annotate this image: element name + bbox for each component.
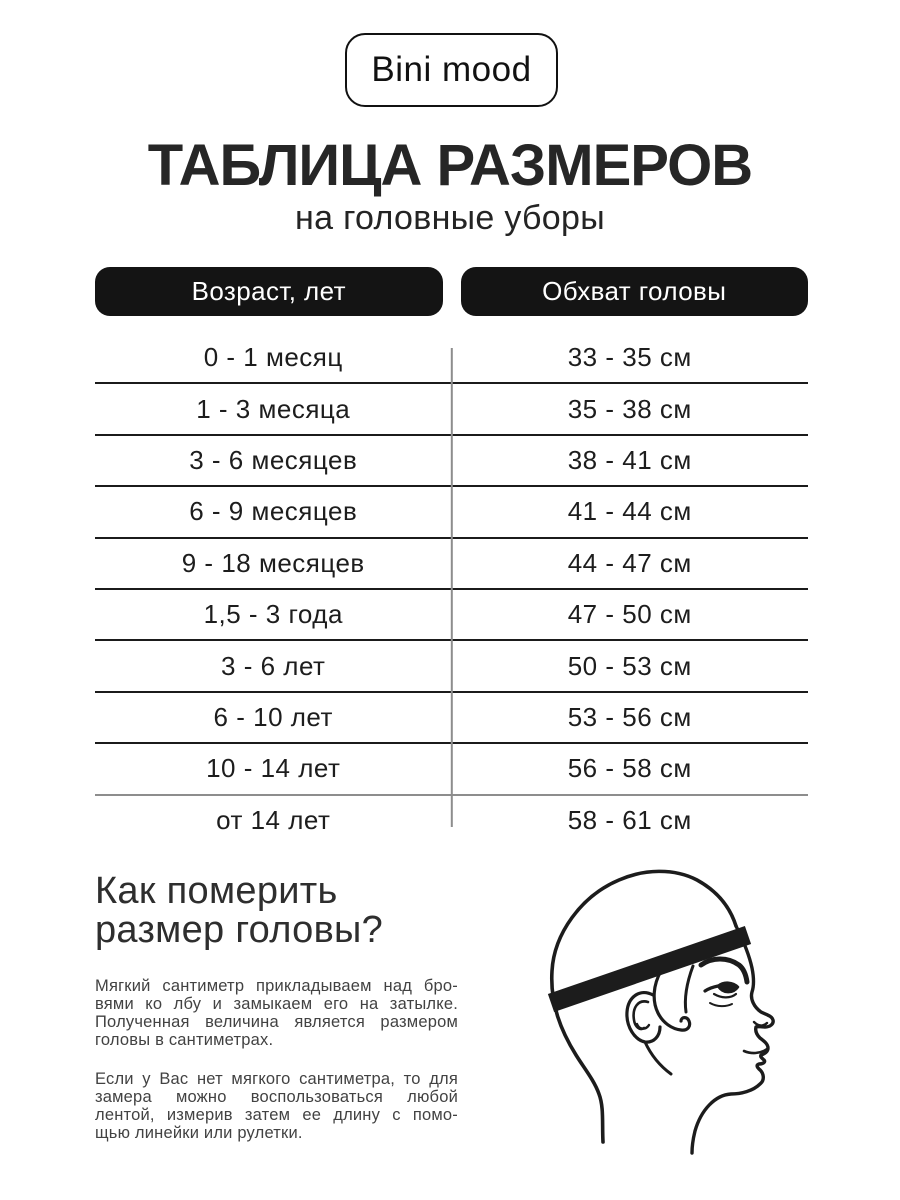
age-cell: 3 - 6 месяцев [189, 444, 358, 475]
under-eye-crease [709, 1002, 733, 1008]
age-cell: 1 - 3 месяца [196, 393, 351, 424]
age-cell: 10 - 14 лет [206, 753, 341, 784]
head-outline [549, 869, 738, 1144]
hair-lock-inner [683, 964, 695, 1014]
paragraph-line: вями ко лбу и замыкаем его на затылке. [95, 994, 458, 1013]
age-cell: 9 - 18 месяцев [181, 547, 365, 578]
paragraph-line: Полученная величина является размером [95, 1012, 458, 1031]
size-cell: 44 - 47 см [567, 547, 692, 578]
brand-logo: Bini mood [345, 33, 558, 107]
brand-name: Bini mood [371, 50, 532, 89]
eye-lash-line [703, 984, 720, 993]
nostril-line [752, 1020, 769, 1027]
size-table: 0 - 1 месяц 33 - 35 см 1 - 3 месяца 35 -… [95, 333, 808, 845]
age-cell: 6 - 9 месяцев [189, 496, 358, 527]
how-to-heading-line: Как померить [95, 870, 338, 912]
size-cell: 33 - 35 см [567, 342, 692, 373]
table-header-row: Возраст, лет Обхват головы [95, 267, 808, 316]
lower-eyelid-line [712, 992, 738, 999]
size-cell: 38 - 41 см [567, 444, 692, 475]
size-cell: 56 - 58 см [567, 753, 692, 784]
hair-lock-outer [652, 969, 692, 1032]
age-cell: 1,5 - 3 года [203, 599, 343, 630]
eyebrow [698, 956, 750, 985]
table-row: 6 - 9 месяцев 41 - 44 см [95, 487, 808, 539]
measuring-tape-band [547, 926, 752, 1012]
size-cell: 47 - 50 см [567, 599, 692, 630]
age-cell: 0 - 1 месяц [203, 342, 343, 373]
paragraph-line: замера можно воспользоваться любой [95, 1087, 458, 1106]
page-title: ТАБЛИЦА РАЗМЕРОВ [147, 133, 753, 198]
page-subtitle: на головные уборы [295, 199, 605, 237]
age-cell: 6 - 10 лет [213, 701, 333, 732]
paragraph-line: головы в сантиметрах. [95, 1030, 274, 1049]
age-cell: 3 - 6 лет [221, 650, 326, 681]
how-to-paragraph-2: Если у Вас нет мягкого сантиметра, то дл… [95, 1070, 458, 1143]
size-cell: 35 - 38 см [567, 393, 692, 424]
age-column-header-pill: Возраст, лет [95, 267, 443, 316]
head-profile-illustration [547, 869, 775, 1155]
ear-inner-curve [632, 1000, 650, 1031]
paragraph-line: лентой, измерив затем ее длину с помо- [95, 1105, 458, 1124]
size-cell: 50 - 53 см [567, 650, 692, 681]
how-to-heading-line: размер головы? [95, 909, 384, 951]
face-profile [690, 924, 775, 1155]
size-cell: 58 - 61 см [567, 804, 692, 835]
paragraph-line: Если у Вас нет мягкого сантиметра, то дл… [95, 1070, 458, 1088]
age-cell: от 14 лет [216, 804, 331, 835]
how-to-heading: Как померить размер головы? [95, 872, 495, 950]
eye [716, 981, 740, 994]
size-cell: 41 - 44 см [567, 496, 692, 527]
size-column-header-pill: Обхват головы [460, 267, 808, 316]
table-row: 1,5 - 3 года 47 - 50 см [95, 590, 808, 642]
table-row: от 14 лет 58 - 61 см [95, 796, 808, 845]
paragraph-line: Мягкий сантиметр прикладываем над бро- [95, 977, 458, 995]
ear-tragus [635, 1022, 651, 1030]
paragraph-line: щью линейки или рулетки. [95, 1123, 303, 1142]
jaw-line [643, 1040, 673, 1076]
how-to-paragraph-1: Мягкий сантиметр прикладываем над бро- в… [95, 977, 458, 1050]
ear-outline [625, 991, 662, 1044]
column-divider [450, 348, 453, 827]
size-cell: 53 - 56 см [567, 701, 692, 732]
mouth-line [742, 1047, 769, 1055]
